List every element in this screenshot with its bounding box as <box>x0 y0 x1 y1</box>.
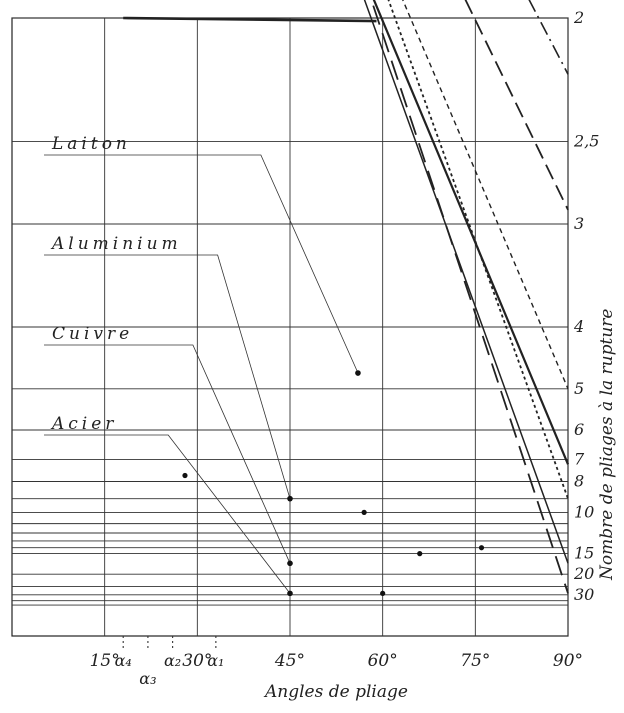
x-tick-label: 15° <box>90 651 120 671</box>
y-tick-label: 10 <box>574 502 594 521</box>
marked-point <box>417 551 423 557</box>
marked-point <box>361 509 367 515</box>
material-leader <box>44 154 359 374</box>
material-label: Cuivre <box>52 324 133 344</box>
marked-point <box>380 590 386 596</box>
material-layer: Laiton Aluminium Cuivre Acier <box>44 134 361 597</box>
x-tick-label: 60° <box>368 651 398 671</box>
alpha-layer: α₄ α₃ α₂ α₁ <box>115 636 224 688</box>
y-tick-label: 6 <box>574 420 584 439</box>
y-tick-label: 8 <box>574 472 584 491</box>
y-tick-label: 4 <box>573 317 584 336</box>
alpha-label: α₃ <box>139 669 156 688</box>
marked-point <box>182 472 188 479</box>
y-tick-label: 2 <box>573 8 584 27</box>
x-tick-label: 75° <box>460 651 490 671</box>
series-line <box>464 0 569 211</box>
marked-point <box>355 370 361 376</box>
x-tick-label: 30° <box>182 651 212 671</box>
marked-point <box>478 545 485 551</box>
x-tick-label: 90° <box>553 651 583 671</box>
point-layer <box>182 370 485 596</box>
material-label: Laiton <box>51 134 131 154</box>
series-line <box>363 0 569 564</box>
series-layer <box>123 0 570 594</box>
y-axis-title: Nombre de pliages à la rupture <box>597 309 617 581</box>
y-tick-label: 20 <box>573 564 594 583</box>
y-tick-label: 3 <box>574 214 584 233</box>
grid <box>11 17 569 637</box>
y-tick-label: 2,5 <box>573 132 599 151</box>
y-tick-label: 5 <box>574 379 584 398</box>
material-label: Aluminium <box>50 234 182 254</box>
y-tick-label: 15 <box>574 544 594 563</box>
x-axis-title: Angles de pliage <box>263 682 408 702</box>
material-leader <box>44 344 291 564</box>
material-leader <box>44 434 291 594</box>
marked-point <box>287 560 293 566</box>
x-tick-label: 45° <box>274 651 305 671</box>
material-point <box>287 590 293 597</box>
y-tick-label: 30 <box>574 585 594 604</box>
material-leader <box>44 254 291 499</box>
series-line <box>123 16 377 23</box>
marked-point <box>287 496 293 502</box>
series-line <box>387 0 569 500</box>
alpha-label: α₁ <box>207 651 224 670</box>
series-line <box>372 0 570 465</box>
alpha-label: α₂ <box>164 651 181 670</box>
material-label: Acier <box>50 414 117 434</box>
series-line <box>402 0 569 390</box>
series-line <box>370 0 569 594</box>
y-tick-label: 7 <box>574 449 585 468</box>
alpha-label: α₄ <box>115 651 132 670</box>
